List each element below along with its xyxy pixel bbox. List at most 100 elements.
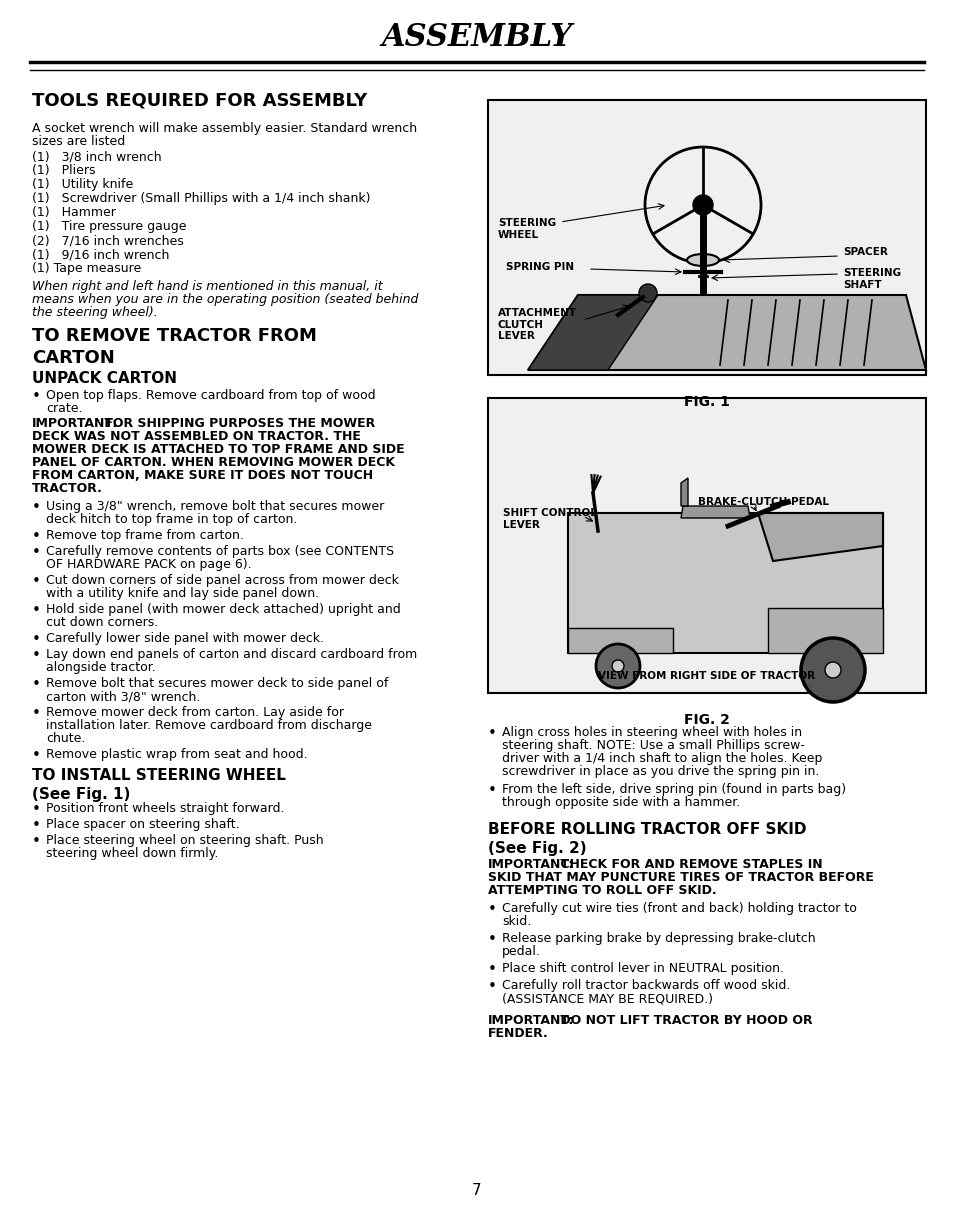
Text: cut down corners.: cut down corners. xyxy=(46,616,158,629)
Text: SKID THAT MAY PUNCTURE TIRES OF TRACTOR BEFORE: SKID THAT MAY PUNCTURE TIRES OF TRACTOR … xyxy=(488,871,873,885)
Text: TRACTOR.: TRACTOR. xyxy=(32,482,103,495)
Text: Remove top frame from carton.: Remove top frame from carton. xyxy=(46,529,244,542)
Text: SPACER: SPACER xyxy=(842,247,887,258)
Text: STEERING
WHEEL: STEERING WHEEL xyxy=(497,217,556,239)
Text: (1) Tape measure: (1) Tape measure xyxy=(32,262,141,275)
Polygon shape xyxy=(567,513,882,652)
Text: Using a 3/8" wrench, remove bolt that secures mower: Using a 3/8" wrench, remove bolt that se… xyxy=(46,501,384,513)
Text: Remove mower deck from carton. Lay aside for: Remove mower deck from carton. Lay aside… xyxy=(46,706,344,719)
Text: screwdriver in place as you drive the spring pin in.: screwdriver in place as you drive the sp… xyxy=(501,765,819,778)
Text: ATTEMPTING TO ROLL OFF SKID.: ATTEMPTING TO ROLL OFF SKID. xyxy=(488,885,716,897)
Text: A socket wrench will make assembly easier. Standard wrench: A socket wrench will make assembly easie… xyxy=(32,122,416,135)
Text: Carefully lower side panel with mower deck.: Carefully lower side panel with mower de… xyxy=(46,632,324,645)
Text: (ASSISTANCE MAY BE REQUIRED.): (ASSISTANCE MAY BE REQUIRED.) xyxy=(501,991,712,1005)
Text: OF HARDWARE PACK on page 6).: OF HARDWARE PACK on page 6). xyxy=(46,558,252,571)
Text: Carefully roll tractor backwards off wood skid.: Carefully roll tractor backwards off woo… xyxy=(501,979,789,991)
Text: MOWER DECK IS ATTACHED TO TOP FRAME AND SIDE: MOWER DECK IS ATTACHED TO TOP FRAME AND … xyxy=(32,443,404,456)
Text: Remove bolt that secures mower deck to side panel of: Remove bolt that secures mower deck to s… xyxy=(46,677,388,690)
Text: skid.: skid. xyxy=(501,915,531,928)
Text: (1)   3/8 inch wrench: (1) 3/8 inch wrench xyxy=(32,149,161,163)
Text: •: • xyxy=(488,932,497,946)
Text: FOR SHIPPING PURPOSES THE MOWER: FOR SHIPPING PURPOSES THE MOWER xyxy=(100,417,375,430)
Text: Release parking brake by depressing brake-clutch: Release parking brake by depressing brak… xyxy=(501,932,815,945)
Text: TO REMOVE TRACTOR FROM
CARTON: TO REMOVE TRACTOR FROM CARTON xyxy=(32,327,316,367)
Polygon shape xyxy=(567,628,672,652)
Text: FROM CARTON, MAKE SURE IT DOES NOT TOUCH: FROM CARTON, MAKE SURE IT DOES NOT TOUCH xyxy=(32,469,373,482)
Text: PANEL OF CARTON. WHEN REMOVING MOWER DECK: PANEL OF CARTON. WHEN REMOVING MOWER DEC… xyxy=(32,456,395,469)
Ellipse shape xyxy=(686,254,719,266)
Text: •: • xyxy=(32,648,41,663)
Text: SPRING PIN: SPRING PIN xyxy=(505,262,574,272)
Text: FIG. 1: FIG. 1 xyxy=(683,395,729,409)
Bar xyxy=(488,100,925,375)
Text: (1)   Tire pressure gauge: (1) Tire pressure gauge xyxy=(32,220,186,233)
Text: •: • xyxy=(488,782,497,798)
Text: (1)   Utility knife: (1) Utility knife xyxy=(32,179,133,191)
Text: driver with a 1/4 inch shaft to align the holes. Keep: driver with a 1/4 inch shaft to align th… xyxy=(501,752,821,765)
Text: crate.: crate. xyxy=(46,402,82,416)
Text: •: • xyxy=(32,706,41,720)
Text: DO NOT LIFT TRACTOR BY HOOD OR: DO NOT LIFT TRACTOR BY HOOD OR xyxy=(556,1015,812,1027)
Text: IMPORTANT:: IMPORTANT: xyxy=(488,858,574,871)
Circle shape xyxy=(612,660,623,672)
Text: CHECK FOR AND REMOVE STAPLES IN: CHECK FOR AND REMOVE STAPLES IN xyxy=(556,858,821,871)
Text: Place shift control lever in NEUTRAL position.: Place shift control lever in NEUTRAL pos… xyxy=(501,962,783,974)
Text: •: • xyxy=(488,727,497,741)
Text: the steering wheel).: the steering wheel). xyxy=(32,306,157,320)
Text: ASSEMBLY: ASSEMBLY xyxy=(381,23,572,53)
Text: •: • xyxy=(32,546,41,560)
Text: IMPORTANT:: IMPORTANT: xyxy=(32,417,118,430)
Text: deck hitch to top frame in top of carton.: deck hitch to top frame in top of carton… xyxy=(46,513,297,526)
Text: chute.: chute. xyxy=(46,731,85,745)
Text: STEERING
SHAFT: STEERING SHAFT xyxy=(842,269,901,289)
Text: (2)   7/16 inch wrenches: (2) 7/16 inch wrenches xyxy=(32,234,184,247)
Polygon shape xyxy=(527,295,658,371)
Text: Place spacer on steering shaft.: Place spacer on steering shaft. xyxy=(46,818,239,831)
Text: FIG. 2: FIG. 2 xyxy=(683,713,729,727)
Bar xyxy=(488,399,925,693)
Text: Hold side panel (with mower deck attached) upright and: Hold side panel (with mower deck attache… xyxy=(46,603,400,616)
Text: installation later. Remove cardboard from discharge: installation later. Remove cardboard fro… xyxy=(46,719,372,731)
Text: with a utility knife and lay side panel down.: with a utility knife and lay side panel … xyxy=(46,587,319,600)
Text: Place steering wheel on steering shaft. Push: Place steering wheel on steering shaft. … xyxy=(46,833,323,847)
Text: From the left side, drive spring pin (found in parts bag): From the left side, drive spring pin (fo… xyxy=(501,782,845,796)
Text: •: • xyxy=(32,748,41,763)
Text: (1)   Pliers: (1) Pliers xyxy=(32,164,95,177)
Circle shape xyxy=(692,194,712,215)
Text: Carefully remove contents of parts box (see CONTENTS: Carefully remove contents of parts box (… xyxy=(46,546,394,558)
Text: SHIFT CONTROL
LEVER: SHIFT CONTROL LEVER xyxy=(502,508,597,530)
Text: IMPORTANT:: IMPORTANT: xyxy=(488,1015,574,1027)
Text: BRAKE-CLUTCH PEDAL: BRAKE-CLUTCH PEDAL xyxy=(698,497,828,507)
Polygon shape xyxy=(767,608,882,652)
Text: steering shaft. NOTE: Use a small Phillips screw-: steering shaft. NOTE: Use a small Philli… xyxy=(501,739,804,752)
Text: alongside tractor.: alongside tractor. xyxy=(46,661,155,674)
Polygon shape xyxy=(758,513,882,561)
Text: •: • xyxy=(32,677,41,693)
Text: (1)   9/16 inch wrench: (1) 9/16 inch wrench xyxy=(32,248,170,261)
Polygon shape xyxy=(680,477,687,505)
Text: Remove plastic wrap from seat and hood.: Remove plastic wrap from seat and hood. xyxy=(46,748,307,761)
Text: •: • xyxy=(488,962,497,977)
Circle shape xyxy=(824,662,841,678)
Text: When right and left hand is mentioned in this manual, it: When right and left hand is mentioned in… xyxy=(32,279,382,293)
Text: •: • xyxy=(488,902,497,917)
Text: VIEW FROM RIGHT SIDE OF TRACTOR: VIEW FROM RIGHT SIDE OF TRACTOR xyxy=(598,671,815,680)
Text: •: • xyxy=(32,529,41,544)
Text: •: • xyxy=(32,389,41,405)
Text: through opposite side with a hammer.: through opposite side with a hammer. xyxy=(501,796,740,809)
Text: •: • xyxy=(32,818,41,833)
Text: UNPACK CARTON: UNPACK CARTON xyxy=(32,371,177,386)
Text: Cut down corners of side panel across from mower deck: Cut down corners of side panel across fr… xyxy=(46,573,398,587)
Text: steering wheel down firmly.: steering wheel down firmly. xyxy=(46,847,218,860)
Text: pedal.: pedal. xyxy=(501,945,540,957)
Circle shape xyxy=(596,644,639,688)
Text: •: • xyxy=(32,802,41,816)
Text: Lay down end panels of carton and discard cardboard from: Lay down end panels of carton and discar… xyxy=(46,648,416,661)
Text: •: • xyxy=(32,501,41,515)
Text: (1)   Screwdriver (Small Phillips with a 1/4 inch shank): (1) Screwdriver (Small Phillips with a 1… xyxy=(32,192,370,205)
Text: Position front wheels straight forward.: Position front wheels straight forward. xyxy=(46,802,284,815)
Text: •: • xyxy=(488,979,497,994)
Text: TOOLS REQUIRED FOR ASSEMBLY: TOOLS REQUIRED FOR ASSEMBLY xyxy=(32,92,367,111)
Text: (1)   Hammer: (1) Hammer xyxy=(32,207,115,219)
Text: ATTACHMENT
CLUTCH
LEVER: ATTACHMENT CLUTCH LEVER xyxy=(497,307,577,341)
